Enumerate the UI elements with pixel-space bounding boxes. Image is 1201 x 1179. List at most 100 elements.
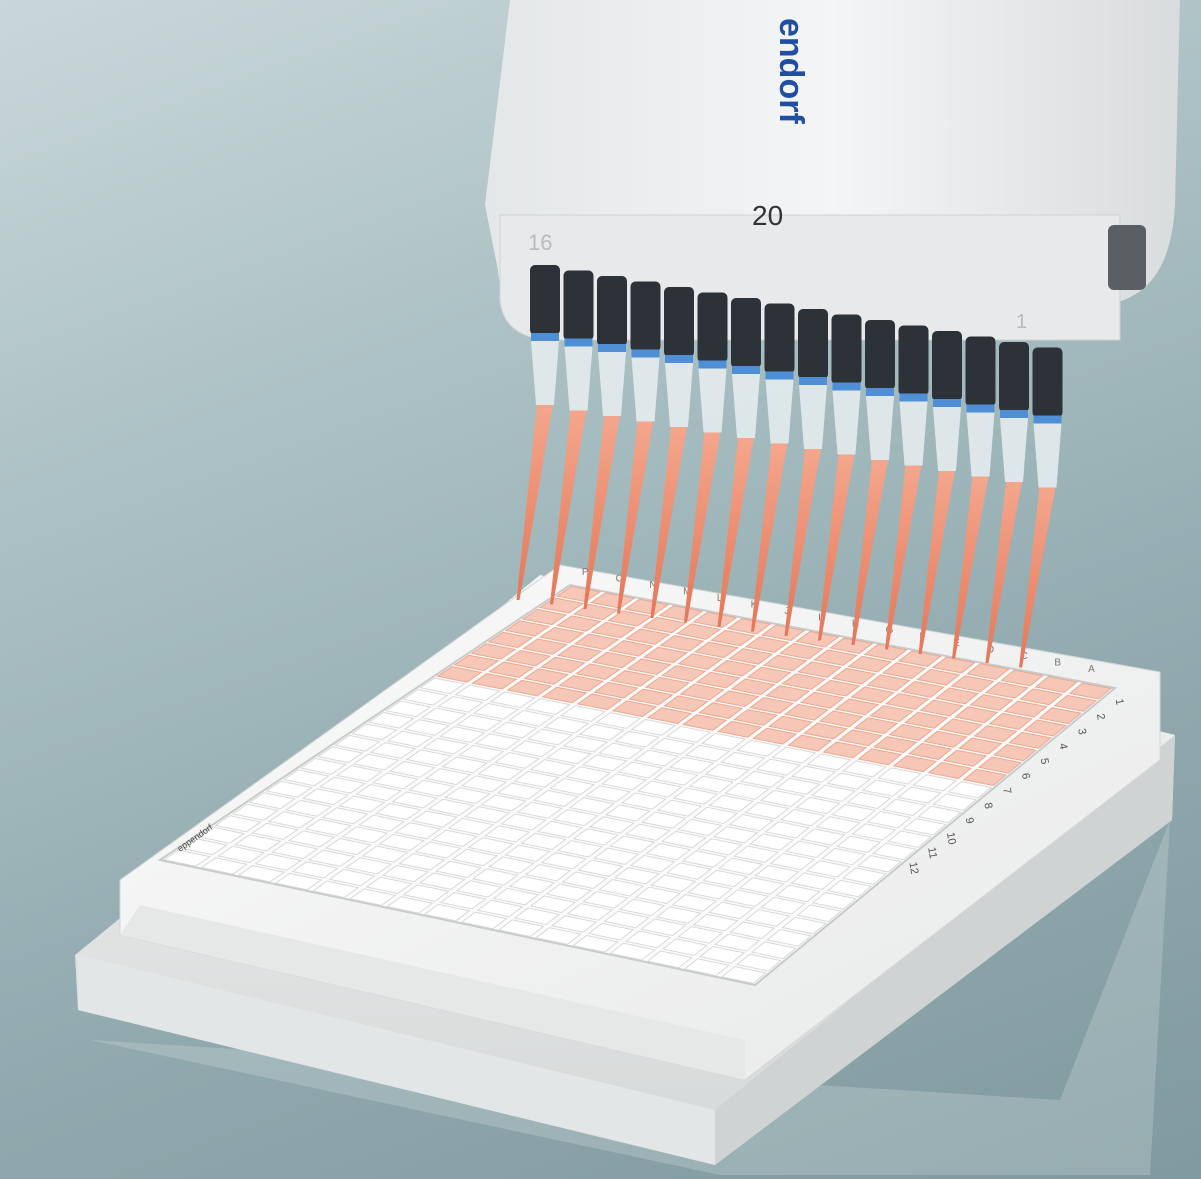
pipette-tip: [617, 281, 661, 614]
well: [723, 889, 770, 908]
well: [942, 749, 988, 767]
well: [655, 906, 702, 924]
well: [496, 782, 544, 800]
well: [863, 643, 908, 661]
tip-liquid: [650, 427, 687, 618]
well: [1053, 694, 1098, 712]
well: [717, 720, 763, 738]
well: [698, 945, 746, 964]
well: [800, 828, 846, 846]
well: [460, 911, 508, 930]
well: [872, 736, 918, 754]
well: [681, 714, 728, 731]
well: [386, 896, 434, 914]
well: [274, 872, 323, 891]
well: [810, 784, 857, 802]
well: [1034, 676, 1079, 693]
well: [826, 772, 872, 790]
well: [335, 765, 383, 783]
well: [474, 733, 522, 751]
well: [726, 618, 772, 635]
well: [646, 707, 693, 724]
well: [640, 918, 687, 937]
well: [950, 675, 995, 693]
tip-seal-band: [1000, 410, 1028, 418]
well: [947, 781, 993, 799]
well: [609, 670, 656, 687]
tip-seal-band: [1033, 415, 1062, 424]
well: [454, 684, 501, 702]
row-letter: B: [1054, 657, 1061, 668]
well: [720, 965, 767, 984]
well: [688, 775, 735, 793]
tip-seal-band: [832, 382, 861, 391]
well: [574, 663, 621, 680]
well: [900, 680, 945, 698]
column-number: 10: [944, 831, 958, 845]
well: [826, 879, 873, 898]
well: [444, 787, 491, 805]
well: [619, 898, 666, 917]
well: [587, 922, 635, 941]
well: [489, 691, 536, 709]
well: [931, 656, 976, 674]
well: [630, 719, 677, 736]
well: [556, 840, 604, 858]
well: [470, 643, 517, 660]
well: [869, 705, 914, 723]
well: [581, 754, 628, 772]
well: [641, 616, 687, 634]
tip-liquid: [952, 476, 989, 659]
tip-liquid: [550, 410, 587, 605]
well: [642, 646, 689, 664]
well: [504, 844, 551, 862]
well: [681, 850, 728, 868]
well: [829, 637, 874, 654]
well: [394, 822, 442, 840]
well: [744, 636, 790, 653]
tip-seal-band: [966, 404, 995, 413]
tip-collar: [665, 363, 693, 427]
well: [686, 881, 733, 900]
well: [299, 757, 347, 775]
column-number: 11: [925, 846, 939, 859]
well: [237, 865, 286, 883]
well: [759, 789, 806, 807]
well: [932, 793, 978, 811]
well: [492, 887, 540, 906]
well: [301, 788, 350, 806]
well: [841, 867, 888, 885]
well: [420, 707, 467, 725]
well: [520, 832, 567, 850]
well: [663, 695, 709, 713]
tip-seal-band: [799, 377, 827, 385]
well: [614, 730, 660, 748]
well: [458, 744, 505, 762]
well: [573, 633, 620, 650]
tip-cone-shaft: [865, 320, 895, 390]
plate-skirt-front: [78, 955, 715, 1165]
well: [414, 841, 462, 859]
well: [787, 734, 833, 752]
tip-collar: [1033, 423, 1062, 488]
well: [608, 640, 654, 657]
pipette-tip: [583, 276, 627, 609]
well: [881, 662, 927, 680]
well: [248, 792, 296, 810]
well: [728, 813, 775, 832]
well: [467, 837, 515, 855]
well: [620, 792, 667, 810]
tip-cone-shaft: [932, 331, 962, 401]
well: [779, 809, 826, 827]
well: [962, 768, 1008, 786]
well: [811, 892, 858, 910]
tip-liquid: [918, 471, 955, 654]
well: [560, 705, 606, 722]
tip-liquid: [717, 438, 754, 627]
well: [733, 708, 779, 726]
well: [562, 735, 609, 753]
well: [624, 628, 671, 645]
well: [658, 605, 704, 622]
